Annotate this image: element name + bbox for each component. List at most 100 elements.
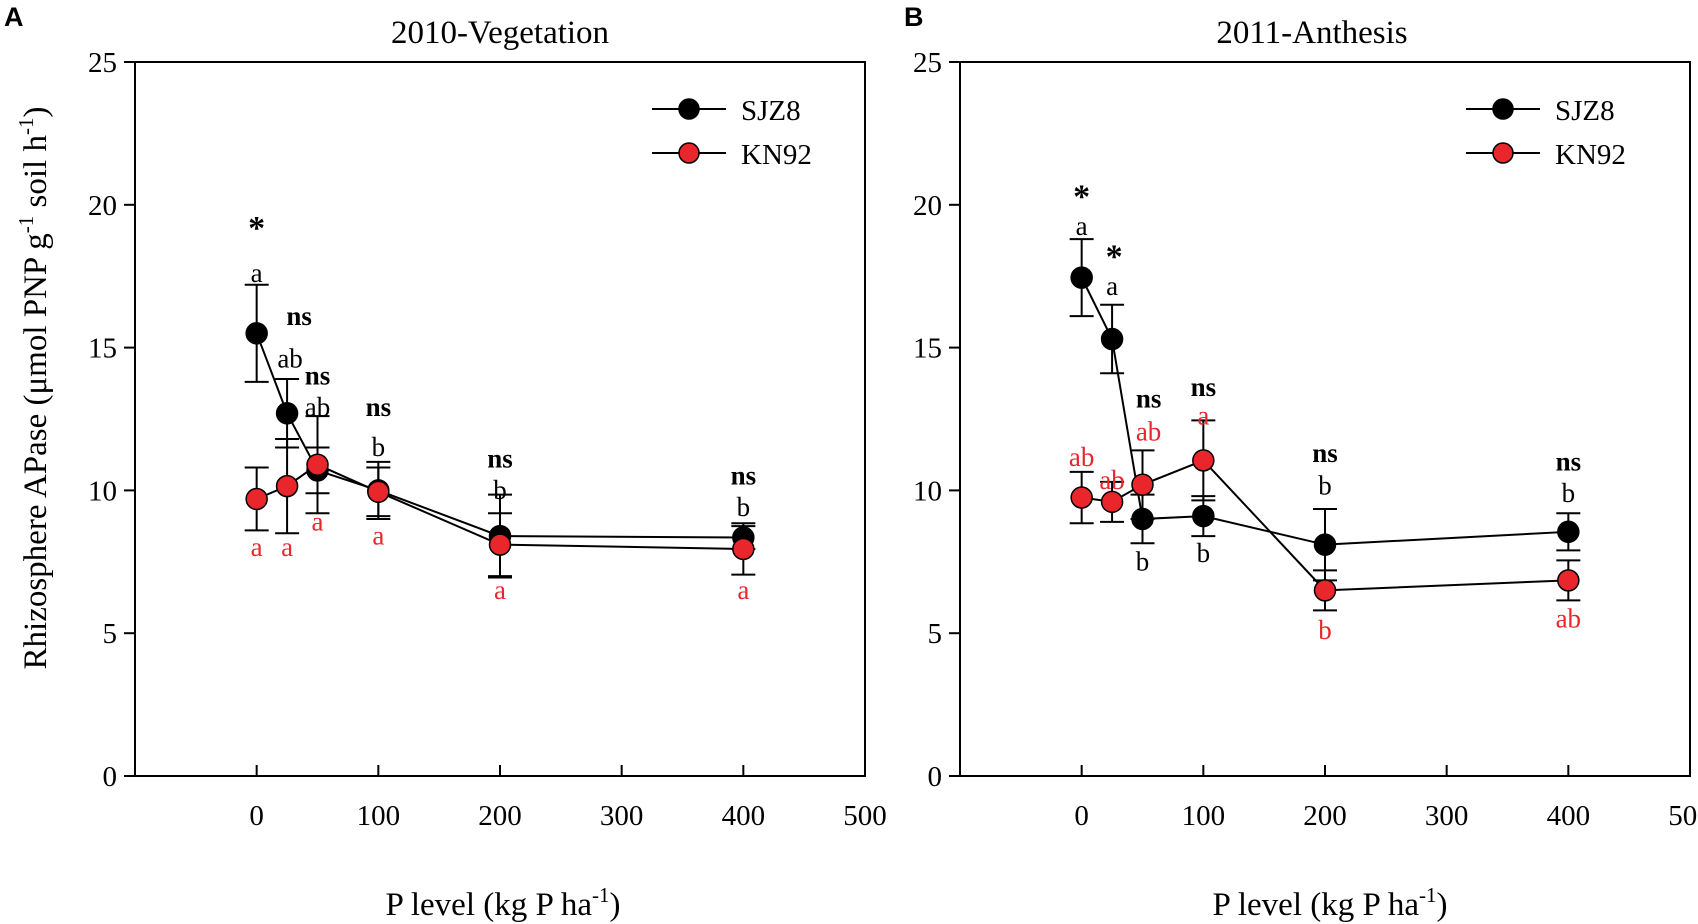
group-letter-sjz8: b — [493, 475, 507, 505]
group-letter-sjz8: b — [1318, 471, 1332, 501]
y-tick-label: 0 — [928, 761, 943, 793]
x-tick-label: 500 — [843, 800, 887, 832]
group-letter-sjz8: b — [1136, 546, 1150, 576]
x-tick-label: 100 — [1182, 800, 1226, 832]
y-tick-label: 25 — [88, 47, 117, 79]
data-point-kn92 — [275, 474, 299, 498]
data-point-kn92 — [1557, 569, 1580, 592]
legend-label-kn92: KN92 — [741, 139, 812, 171]
chart-title: 2011-Anthesis — [1216, 15, 1407, 51]
data-point-sjz8 — [1192, 504, 1215, 528]
group-letter-kn92: ab — [1136, 416, 1161, 446]
y-tick-label: 10 — [88, 475, 117, 507]
chart-panel-b: B 2011-Anthesis 0 5 10 15 20 25 0 100 200 300 400… — [904, 2, 1698, 923]
significance-star: * — [248, 210, 265, 247]
group-letter-kn92: a — [494, 575, 506, 605]
group-letter-sjz8: b — [737, 492, 751, 522]
data-points — [245, 322, 755, 561]
y-tick-label: 20 — [88, 190, 117, 222]
data-point-sjz8 — [1070, 266, 1093, 289]
x-tick-label: 100 — [357, 800, 401, 832]
significance-ns: ns — [366, 392, 392, 422]
legend-marker-kn92 — [678, 142, 700, 164]
panel-letter: B — [904, 2, 924, 32]
group-letter-kn92: ab — [1099, 465, 1124, 495]
series-line-sjz8 — [255, 332, 744, 539]
data-point-kn92 — [245, 487, 268, 511]
significance-star: * — [1073, 179, 1090, 216]
x-axis: 0 100 200 300 400 500 — [249, 765, 887, 832]
x-tick-label: 300 — [600, 800, 644, 832]
group-letter-kn92: a — [737, 575, 749, 605]
y-tick-label: 20 — [913, 190, 942, 222]
data-point-kn92 — [1100, 490, 1124, 514]
significance-star: * — [1106, 239, 1123, 276]
y-axis-label: Rhizosphere APase (μmol PNP g-1 soil h-1… — [14, 107, 54, 670]
y-tick-label: 25 — [913, 47, 942, 79]
x-tick-label: 200 — [478, 800, 522, 832]
significance-ns: ns — [305, 361, 331, 391]
group-letter-kn92: b — [1318, 615, 1332, 645]
x-tick-label: 0 — [249, 800, 264, 832]
legend: SJZ8 KN92 — [652, 95, 812, 171]
x-tick-label: 300 — [1425, 800, 1469, 832]
significance-ns: ns — [1136, 384, 1162, 414]
data-point-sjz8 — [1557, 520, 1580, 544]
data-point-sjz8 — [1131, 507, 1154, 531]
significance-ns: ns — [487, 444, 513, 474]
y-tick-label: 15 — [88, 333, 117, 365]
y-axis: 0 5 10 15 20 25 — [913, 47, 960, 793]
x-tick-label: 200 — [1303, 800, 1347, 832]
y-tick-label: 10 — [913, 475, 942, 507]
y-tick-label: 5 — [103, 618, 118, 650]
significance-ns: ns — [1556, 446, 1582, 476]
x-tick-label: 400 — [1547, 800, 1591, 832]
y-tick-label: 5 — [928, 618, 943, 650]
data-point-kn92 — [732, 537, 755, 561]
group-letter-kn92: a — [372, 521, 384, 551]
legend-label-sjz8: SJZ8 — [1555, 95, 1615, 127]
x-tick-label: 0 — [1074, 800, 1089, 832]
significance-ns: ns — [1312, 438, 1338, 468]
group-letter-sjz8: ab — [305, 392, 330, 422]
group-letter-kn92: ab — [1556, 603, 1581, 633]
group-letter-kn92: a — [312, 506, 324, 536]
legend-marker-kn92 — [1492, 142, 1514, 164]
group-letter-sjz8: ab — [277, 344, 302, 374]
data-point-sjz8 — [275, 402, 299, 425]
y-tick-label: 15 — [913, 333, 942, 365]
group-letter-kn92: a — [1197, 401, 1209, 431]
error-bars — [1069, 238, 1581, 612]
group-letter-kn92: a — [281, 532, 293, 562]
group-letter-sjz8: a — [251, 258, 263, 288]
x-axis: 0 100 200 300 400 500 — [1074, 765, 1698, 832]
data-point-kn92 — [306, 453, 329, 476]
group-letter-sjz8: b — [372, 432, 386, 462]
data-point-kn92 — [1192, 449, 1215, 472]
data-point-kn92 — [1131, 473, 1154, 496]
x-axis-label: P level (kg P ha-1) — [1212, 883, 1447, 923]
data-points — [1070, 266, 1580, 602]
legend-label-sjz8: SJZ8 — [741, 95, 801, 127]
legend-marker-sjz8 — [678, 98, 700, 120]
series-line-sjz8 — [1080, 277, 1569, 546]
group-letter-sjz8: b — [1562, 478, 1576, 508]
data-point-kn92 — [1070, 486, 1093, 509]
data-point-kn92 — [367, 480, 390, 504]
x-tick-label: 400 — [722, 800, 766, 832]
chart-title: 2010-Vegetation — [391, 15, 609, 51]
data-point-kn92 — [1313, 579, 1337, 602]
legend: SJZ8 KN92 — [1466, 95, 1626, 171]
legend-marker-sjz8 — [1492, 98, 1514, 120]
group-letter-kn92: a — [251, 532, 263, 562]
significance-ns: ns — [286, 301, 312, 331]
group-letter-kn92: ab — [1069, 442, 1094, 472]
x-axis-label: P level (kg P ha-1) — [385, 883, 620, 923]
significance-ns: ns — [1191, 372, 1217, 402]
y-axis: 0 5 10 15 20 25 — [88, 47, 135, 793]
data-point-sjz8 — [1100, 327, 1124, 351]
panel-letter: A — [4, 2, 24, 32]
